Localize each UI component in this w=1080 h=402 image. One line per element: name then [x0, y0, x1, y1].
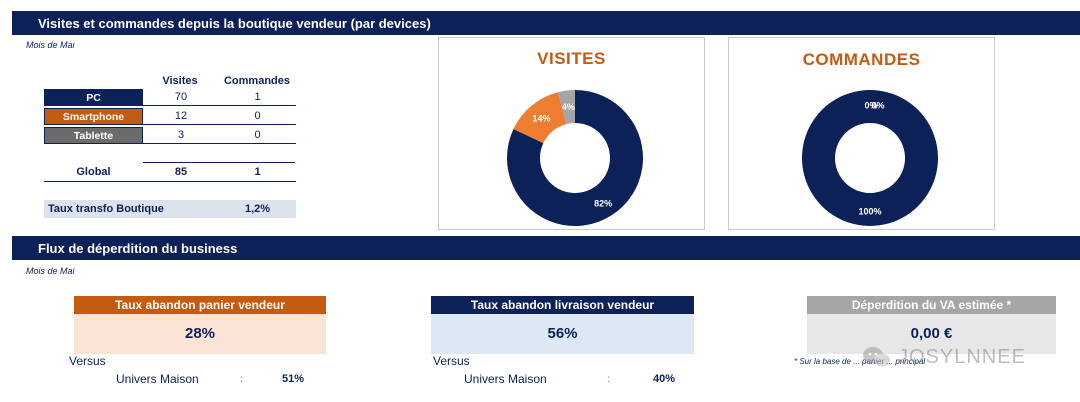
- conversion-rate-value: 1,2%: [219, 200, 296, 218]
- universe-label: Univers Maison: [464, 372, 547, 386]
- orders-donut-chart: 100% 0%0%: [801, 90, 938, 226]
- card-value: 56%: [431, 314, 694, 354]
- compare-value: 51%: [282, 373, 305, 385]
- separator: :: [240, 374, 243, 385]
- device-orders: 0: [219, 108, 296, 125]
- visits-chart-title: VISITES: [537, 49, 606, 68]
- global-orders: 1: [254, 166, 261, 178]
- section-title: Visites et commandes depuis la boutique …: [38, 15, 431, 31]
- card-header: Taux abandon panier vendeur: [74, 296, 326, 314]
- device-label: Smartphone: [44, 108, 143, 125]
- section-header-visits-orders: Visites et commandes depuis la boutique …: [12, 11, 1080, 35]
- period-label: Mois de Mai: [26, 40, 75, 50]
- table-row: Smartphone 12 0: [44, 108, 296, 126]
- visits-chart-panel: VISITES 82% 14% 4%: [438, 37, 705, 230]
- orders-data-label: 100%: [858, 207, 881, 217]
- table-divider: [143, 162, 295, 163]
- watermark-text: JOSYLNNEE: [898, 345, 1026, 368]
- global-row: Global 85 1: [44, 163, 296, 182]
- device-label: PC: [44, 89, 143, 106]
- device-orders: 0: [219, 127, 296, 144]
- cart-abandon-card: Taux abandon panier vendeur 28%: [74, 296, 326, 354]
- card-header: Taux abandon livraison vendeur: [431, 296, 694, 314]
- visits-slice-pc: [507, 90, 643, 227]
- table-row: PC 70 1: [44, 89, 296, 107]
- section-header-business-loss: Flux de déperdition du business: [12, 236, 1080, 260]
- orders-slice-pc: [801, 90, 938, 226]
- col-header-orders: Commandes: [223, 75, 291, 87]
- section-title: Flux de déperdition du business: [38, 240, 238, 256]
- period-label: Mois de Mai: [26, 266, 75, 276]
- compare-value: 40%: [653, 373, 676, 385]
- visits-data-label: 14%: [533, 114, 551, 124]
- orders-data-label: 0%: [871, 101, 884, 111]
- visits-slice-smartphone: [513, 92, 567, 144]
- visits-data-label: 4%: [562, 102, 575, 112]
- card-header: Déperdition du VA estimée *: [807, 296, 1056, 314]
- col-header-visits: Visites: [162, 75, 198, 87]
- delivery-abandon-card: Taux abandon livraison vendeur 56%: [431, 296, 694, 354]
- orders-data-label: 0%: [864, 101, 877, 111]
- device-visits: 3: [143, 127, 219, 144]
- card-value: 0,00 €: [807, 314, 1056, 354]
- versus-label: Versus: [433, 354, 470, 368]
- conversion-rate-label: Taux transfo Boutique: [44, 200, 219, 218]
- footnote: * Sur la base de ... panier ... principa…: [794, 357, 926, 366]
- orders-chart-title: COMMANDES: [802, 50, 921, 69]
- global-label: Global: [76, 166, 111, 178]
- device-table: PC 70 1 Smartphone 12 0 Tablette 3 0: [44, 89, 296, 146]
- visits-donut-chart: 82% 14% 4%: [507, 90, 643, 227]
- card-value: 28%: [74, 314, 326, 354]
- device-visits: 70: [143, 89, 219, 106]
- versus-label: Versus: [69, 354, 106, 368]
- table-row: Tablette 3 0: [44, 127, 296, 145]
- universe-label: Univers Maison: [116, 372, 199, 386]
- device-orders: 1: [219, 89, 296, 106]
- visits-data-label: 82%: [594, 198, 612, 208]
- global-visits: 85: [174, 166, 188, 178]
- device-label: Tablette: [44, 127, 143, 144]
- conversion-rate-row: Taux transfo Boutique 1,2%: [44, 200, 296, 218]
- separator: :: [607, 374, 610, 385]
- orders-chart-panel: COMMANDES 100% 0% 0%: [728, 37, 995, 230]
- device-visits: 12: [143, 108, 219, 125]
- wechat-icon: [863, 347, 890, 367]
- value-loss-card: Déperdition du VA estimée * 0,00 €: [807, 296, 1056, 354]
- watermark: JOSYLNNEE: [862, 345, 1026, 369]
- visits-slice-tablette: [558, 90, 575, 125]
